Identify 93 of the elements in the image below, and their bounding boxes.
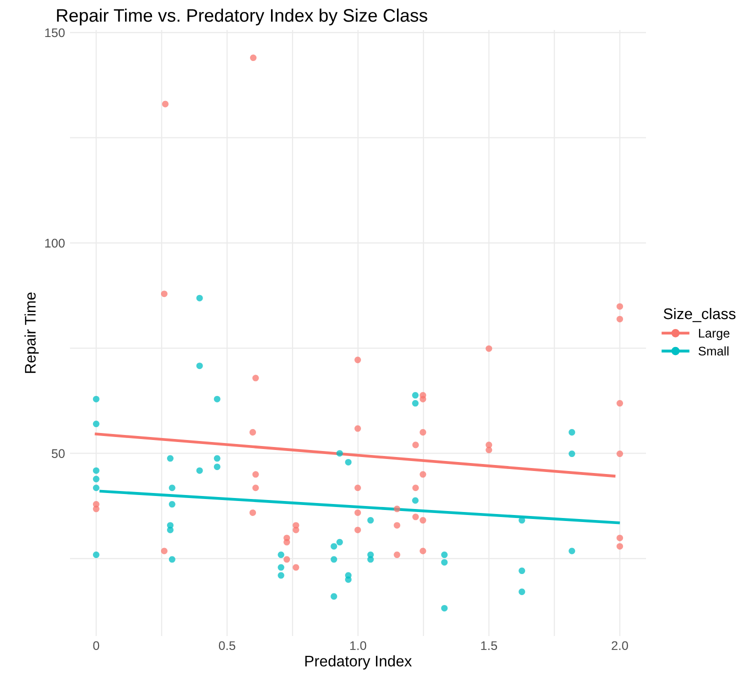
point <box>367 556 374 563</box>
point <box>345 576 352 583</box>
legend-label: Large <box>699 328 730 340</box>
point <box>167 455 174 462</box>
y-tick-label: 150 <box>45 28 65 38</box>
point <box>354 425 361 432</box>
point <box>568 429 576 436</box>
point <box>412 514 419 520</box>
point <box>616 400 624 407</box>
point <box>486 345 492 352</box>
point <box>367 517 374 524</box>
point <box>284 556 290 563</box>
point <box>420 429 426 436</box>
point <box>616 450 624 458</box>
x-tick-label: 2.0 <box>612 641 628 650</box>
point <box>441 552 448 558</box>
point <box>252 484 259 492</box>
point <box>616 543 624 550</box>
point <box>249 509 256 516</box>
point <box>92 552 100 558</box>
point <box>518 517 526 524</box>
point <box>394 552 400 558</box>
point <box>420 548 426 554</box>
legend-label: Small <box>698 346 728 356</box>
x-axis-title: Predatory Index <box>305 655 412 670</box>
point <box>518 588 526 596</box>
point <box>196 362 203 370</box>
point <box>412 484 419 492</box>
point <box>92 467 100 474</box>
point <box>486 446 492 454</box>
point <box>214 455 220 462</box>
point <box>568 450 576 458</box>
point <box>354 356 361 364</box>
point <box>420 471 426 478</box>
point <box>441 559 448 566</box>
point <box>616 534 624 542</box>
point <box>168 556 176 563</box>
x-tick-label: 0.5 <box>218 641 236 650</box>
point <box>292 526 300 534</box>
point <box>284 538 290 546</box>
point <box>394 522 400 529</box>
point <box>345 458 352 466</box>
point <box>330 543 338 550</box>
chart-title: Repair Time vs. Predatory Index by Size Class <box>57 8 428 26</box>
x-tick-label: 1.0 <box>350 641 366 650</box>
point <box>92 484 100 492</box>
point <box>168 484 176 492</box>
point <box>412 392 419 399</box>
point <box>249 429 256 436</box>
point <box>616 303 624 310</box>
point <box>160 548 168 554</box>
point <box>214 464 220 470</box>
point <box>420 517 426 524</box>
point <box>252 471 259 478</box>
point <box>92 396 100 402</box>
point <box>162 100 169 108</box>
point <box>518 568 526 574</box>
y-tick-label: 50 <box>52 449 65 458</box>
point <box>441 604 448 612</box>
point <box>196 467 203 474</box>
y-tick-label: 100 <box>45 238 65 248</box>
x-tick-label: 1.5 <box>481 641 498 650</box>
point <box>412 400 419 407</box>
point <box>92 420 100 428</box>
point <box>168 501 176 508</box>
point <box>336 450 343 457</box>
point <box>336 538 343 546</box>
point <box>354 526 361 534</box>
point <box>616 316 624 322</box>
point <box>214 396 220 402</box>
point <box>330 593 338 600</box>
point <box>92 476 100 482</box>
point <box>92 506 100 512</box>
point <box>160 290 168 298</box>
point <box>250 54 257 62</box>
point <box>252 374 259 382</box>
point <box>568 548 576 554</box>
point <box>292 564 300 571</box>
point <box>196 294 203 302</box>
point <box>412 497 419 504</box>
x-tick-label: 0 <box>93 641 100 650</box>
point <box>420 396 426 402</box>
point <box>394 506 400 512</box>
point <box>354 509 361 516</box>
point <box>330 556 338 563</box>
y-axis-title: Repair Time <box>24 292 39 373</box>
point <box>412 442 419 448</box>
legend-title: Size_class <box>664 308 736 322</box>
point <box>278 572 284 579</box>
point <box>278 564 284 571</box>
point <box>354 484 361 492</box>
point <box>278 552 284 558</box>
point <box>167 526 174 534</box>
